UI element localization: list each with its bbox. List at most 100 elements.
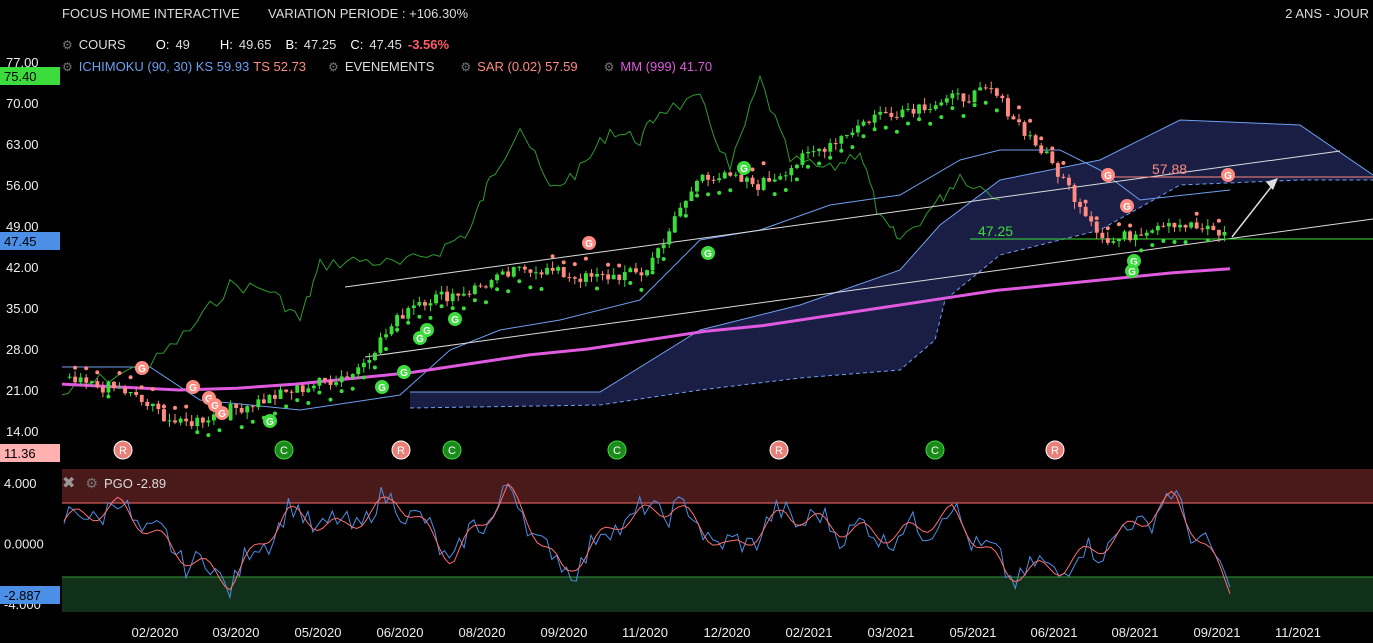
candle-body: [1172, 223, 1177, 228]
gear-icon[interactable]: ⚙: [62, 37, 73, 52]
g-marker-circle: [1221, 168, 1235, 182]
sar-dot: [273, 411, 277, 416]
candle-body: [1100, 232, 1105, 239]
low-value: 47.25: [303, 37, 337, 52]
close-icon[interactable]: ✖: [62, 475, 76, 492]
candle-body: [572, 277, 577, 279]
sar-dot: [106, 394, 111, 399]
candle-body: [1205, 225, 1210, 230]
sar-dot: [417, 314, 422, 319]
candle-body: [1000, 95, 1005, 99]
candle-body: [256, 399, 261, 408]
y-tick-label: 49.00: [6, 219, 39, 234]
candle-body: [539, 272, 544, 275]
candle-body: [944, 98, 949, 103]
marker-letter: R: [1051, 445, 1059, 457]
gear-icon[interactable]: ⚙: [328, 59, 339, 74]
candle-body: [1039, 145, 1044, 154]
candle-body: [706, 174, 710, 180]
sar-dot: [195, 430, 200, 435]
candle-body: [1144, 232, 1149, 236]
sar-dot: [750, 167, 755, 172]
change-value: -3.56%: [407, 37, 450, 52]
cours-label: COURS: [78, 37, 126, 52]
g-marker-circle: [186, 380, 200, 394]
marker-letter: C: [931, 445, 939, 457]
sar-dot: [683, 213, 688, 218]
g-marker-letter: G: [211, 401, 219, 412]
candle-body: [250, 406, 255, 408]
g-marker-letter: G: [704, 249, 712, 260]
gear-icon[interactable]: ⚙: [603, 59, 615, 74]
g-event-marker: G: [737, 161, 751, 175]
marker-circle: [391, 440, 411, 460]
price-tag-text: -2.887: [4, 588, 41, 603]
candle-body: [806, 152, 810, 154]
pgo-current-tag: -2.887: [0, 586, 60, 604]
trendline-upper: [344, 150, 1341, 288]
candle-body: [800, 153, 805, 165]
g-event-marker: G: [135, 361, 149, 375]
gear-icon[interactable]: ⚙: [460, 59, 472, 74]
x-tick-label: 03/2021: [868, 625, 915, 640]
sar-dot: [95, 370, 100, 375]
candle-body: [528, 269, 533, 273]
marker-circle: [769, 440, 789, 460]
candle-body: [567, 277, 572, 279]
ichimoku-label: ICHIMOKU (90, 30) KS 59.93: [78, 59, 250, 74]
sar-dot: [1005, 99, 1010, 104]
pgo-oversold-zone: [62, 577, 1373, 612]
x-tick-label: 09/2021: [1194, 625, 1241, 640]
candle-body: [761, 178, 766, 190]
sar-dot: [661, 257, 666, 261]
candle-body: [323, 377, 327, 381]
candle-body: [917, 104, 921, 114]
sar-dot: [295, 398, 300, 403]
sar-dot: [894, 129, 899, 134]
candle-body: [411, 305, 416, 309]
g-event-marker: G: [1221, 168, 1235, 182]
sar-dot: [361, 375, 366, 380]
candle-body: [461, 293, 466, 296]
candle-body: [1194, 222, 1199, 229]
candle-body: [1072, 185, 1077, 202]
sar-dot: [639, 287, 644, 292]
candle-body: [112, 381, 116, 388]
y-tick-label: 35.00: [6, 301, 39, 316]
candle-body: [1006, 98, 1010, 117]
sar-dot: [1194, 211, 1199, 216]
y-tick-label: 14.00: [6, 424, 39, 439]
marker-letter: C: [613, 445, 621, 457]
x-tick-label: 09/2020: [541, 625, 588, 640]
ichimoku-span-a: [410, 119, 1373, 393]
marker-circle: [925, 440, 945, 460]
candle-body: [345, 376, 350, 378]
g-marker-letter: G: [416, 334, 424, 345]
sar-dot: [717, 190, 722, 195]
x-tick-label: 08/2020: [459, 625, 506, 640]
g-marker-letter: G: [400, 368, 408, 379]
candle-body: [1111, 241, 1116, 243]
ichimoku-span-b: [409, 179, 1373, 409]
g-event-marker: G: [448, 312, 462, 326]
g-marker-letter: G: [1104, 171, 1112, 182]
gear-icon[interactable]: ⚙: [85, 474, 98, 491]
candle-body: [811, 151, 816, 153]
sar-dot: [317, 390, 322, 395]
y-tick-label: 28.00: [6, 342, 39, 357]
candle-body: [1033, 135, 1038, 146]
candle-body: [1128, 231, 1132, 241]
candle-body: [600, 273, 605, 275]
candle-body: [167, 420, 172, 422]
period-selector[interactable]: 2 ANS - JOUR: [1285, 6, 1369, 21]
current-price-tag: 47.45: [0, 232, 60, 250]
price-tag-bg: [0, 232, 60, 250]
candle-body: [378, 337, 383, 353]
marker-circle: [442, 440, 462, 460]
g-marker-letter: G: [585, 239, 593, 250]
sar-dot: [1061, 161, 1066, 165]
gear-icon[interactable]: ⚙: [62, 59, 73, 74]
g-marker-letter: G: [138, 364, 146, 375]
sar-dot: [439, 304, 444, 309]
